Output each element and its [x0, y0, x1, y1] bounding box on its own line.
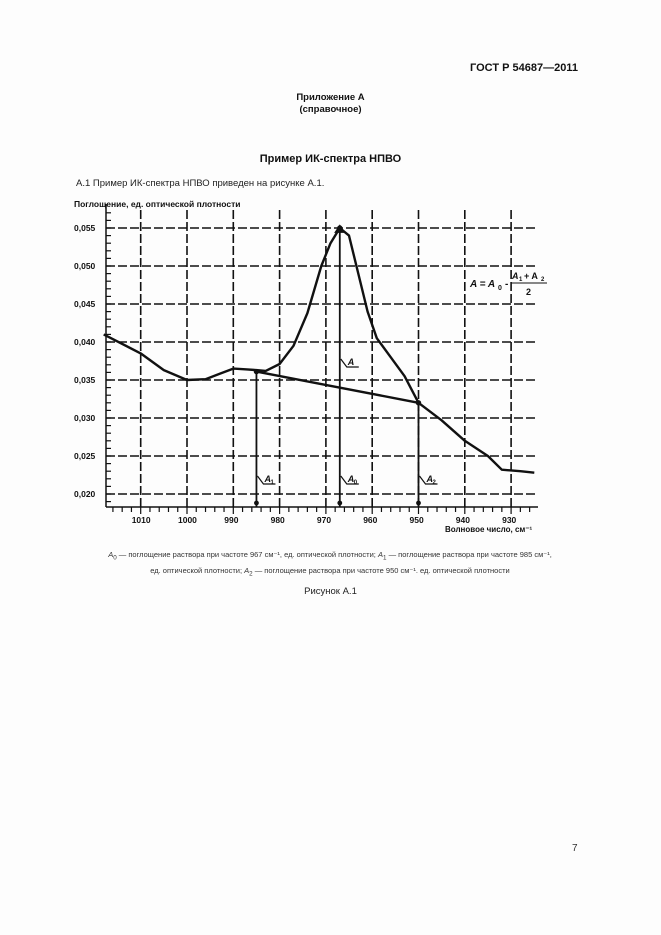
svg-text:0,055: 0,055 [74, 223, 96, 233]
section-intro: А.1 Пример ИК-спектра НПВО приведен на р… [76, 178, 325, 189]
svg-text:980: 980 [271, 515, 285, 525]
ir-spectrum-chart: 0,020 0,025 0,030 0,035 0,040 0,045 0,050 0,055… [74, 204, 547, 534]
standard-id: ГОСТ Р 54687—2011 [470, 62, 578, 74]
svg-text:1000: 1000 [178, 515, 197, 525]
chart-grid [106, 210, 538, 507]
x-axis-label: Волновое число, см⁻¹ [445, 525, 533, 534]
svg-text:970: 970 [317, 515, 331, 525]
annotation-markers: AA 1 A 0 A 2 [253, 224, 438, 507]
svg-text:0,050: 0,050 [74, 261, 96, 271]
figure-caption: Рисунок А.1 [304, 586, 357, 597]
page-number: 7 [572, 843, 578, 854]
svg-text:A: A [426, 474, 434, 484]
symbol-a2: A [244, 565, 250, 575]
svg-text:0,025: 0,025 [74, 451, 96, 461]
svg-text:0: 0 [498, 285, 502, 292]
symbol-a1-sub: 1 [382, 554, 387, 562]
note-a1-text: — поглощение раствора при частоте 985 см… [388, 550, 552, 559]
figure-note-line-2: ед. оптической плотности; A2 — поглощени… [40, 565, 620, 581]
symbol-a1: A [377, 550, 383, 559]
note-a0-text: — поглощение раствора при частоте 967 см… [118, 550, 378, 559]
section-title: Пример ИК-спектра НПВО [259, 153, 402, 165]
svg-text:1010: 1010 [132, 515, 151, 525]
svg-text:+ A: + A [524, 271, 538, 281]
note-a2-text: — поглощение раствора при частоте 950 см… [254, 565, 510, 575]
svg-text:0: 0 [354, 480, 358, 486]
spectrum-line [103, 226, 535, 474]
svg-text:0,040: 0,040 [74, 337, 96, 347]
svg-text:930: 930 [502, 515, 516, 525]
annex-subtitle: (справочное) [299, 104, 362, 115]
baseline-line [256, 370, 419, 404]
note-a1-unit: ед. оптической плотности; [150, 565, 245, 575]
spectrum-lines [103, 226, 535, 474]
svg-text:960: 960 [363, 515, 377, 525]
figure-note: A0 — поглощение раствора при частоте 967… [40, 549, 620, 580]
symbol-a0: A [108, 550, 114, 559]
svg-text:2: 2 [541, 277, 545, 283]
symbol-a0-sub: 0 [113, 554, 117, 562]
svg-text:A = A: A = A [469, 279, 495, 290]
svg-text:A: A [263, 474, 271, 484]
svg-text:0,045: 0,045 [74, 299, 96, 309]
annex-title: Приложение А [296, 92, 365, 103]
svg-text:A: A [347, 357, 355, 367]
svg-text:A: A [511, 271, 519, 281]
svg-text:950: 950 [410, 515, 424, 525]
y-axis-label: Поглощение, ед. оптической плотности [74, 199, 241, 209]
svg-text:2: 2 [433, 480, 437, 486]
svg-text:-: - [505, 279, 508, 290]
svg-text:0,030: 0,030 [74, 413, 96, 423]
svg-text:1: 1 [519, 277, 523, 283]
figure-note-line-1: A0 — поглощение раствора при частоте 967… [40, 549, 620, 565]
chart-axes [105, 204, 538, 514]
annex-heading: Приложение А (справочное) [0, 92, 661, 116]
svg-text:A: A [347, 474, 355, 484]
svg-text:990: 990 [224, 515, 238, 525]
tick-labels: 0,020 0,025 0,030 0,035 0,040 0,045 0,050 0,055… [74, 223, 517, 525]
svg-text:2: 2 [526, 287, 531, 297]
svg-text:0,020: 0,020 [74, 489, 96, 499]
svg-text:0,035: 0,035 [74, 375, 96, 385]
svg-text:940: 940 [456, 515, 470, 525]
symbol-a2-sub: 2 [249, 570, 253, 577]
svg-text:1: 1 [270, 480, 274, 486]
formula: A = A 0 - A 1 + A 2 2 [469, 271, 547, 297]
